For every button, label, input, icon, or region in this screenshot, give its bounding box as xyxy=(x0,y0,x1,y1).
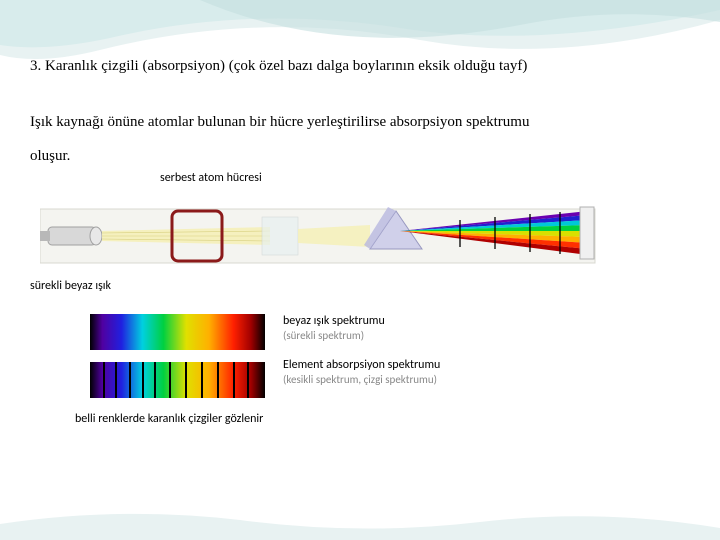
bottom-wave-decoration xyxy=(0,500,720,540)
light-source-label: sürekli beyaz ışık xyxy=(30,279,111,293)
apparatus-diagram: serbest atom hücresi xyxy=(40,179,600,294)
bottom-caption: belli renklerde karanlık çizgiler gözlen… xyxy=(75,412,690,426)
absorption-spectrum-label: Element absorpsiyon spektrumu (kesikli s… xyxy=(283,358,440,388)
continuous-spectrum xyxy=(90,314,265,350)
body-line-1: Işık kaynağı önüne atomlar bulunan bir h… xyxy=(30,108,690,137)
absorption-spectrum xyxy=(90,362,265,398)
continuous-spectrum-label: beyaz ışık spektrumu (sürekli spektrum) xyxy=(283,314,440,344)
light-source-icon xyxy=(40,227,102,245)
heading-text: 3. Karanlık çizgili (absorpsiyon) (çok ö… xyxy=(30,55,690,78)
atom-cell-label: serbest atom hücresi xyxy=(160,171,262,185)
spectra-row: beyaz ışık spektrumu (sürekli spektrum) … xyxy=(90,314,690,398)
body-line-2: oluşur. xyxy=(30,142,690,171)
slide-content: 3. Karanlık çizgili (absorpsiyon) (çok ö… xyxy=(0,0,720,426)
